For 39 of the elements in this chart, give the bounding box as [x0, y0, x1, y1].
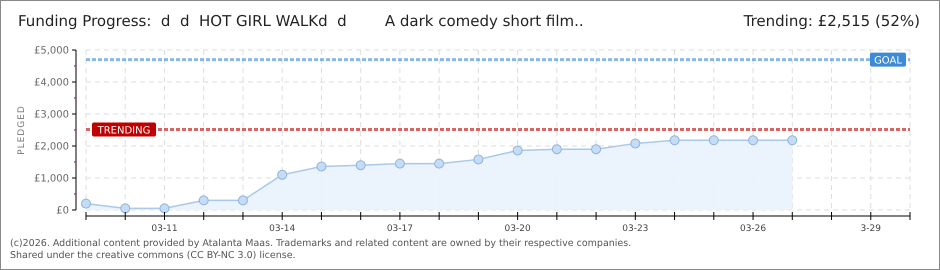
y-tick-label: £0 — [56, 206, 69, 216]
x-tick-label: 03-26 — [740, 224, 766, 234]
y-tick-label: £4,000 — [34, 78, 69, 88]
point — [708, 135, 719, 146]
y-tick-label: £3,000 — [34, 110, 69, 120]
x-tick-label: 3-29 — [860, 224, 882, 234]
x-tick-label: 03-23 — [622, 224, 648, 234]
y-tick-label: £5,000 — [34, 46, 69, 56]
point — [434, 158, 444, 169]
point — [630, 138, 640, 148]
point — [159, 203, 170, 214]
ref-line-label: TRENDING — [96, 126, 150, 137]
point — [748, 135, 758, 146]
y-tick-label: £1,000 — [34, 174, 69, 184]
point — [120, 203, 130, 214]
x-tick-label: 03-11 — [151, 224, 178, 234]
point — [552, 144, 562, 154]
y-tick-label: £2,000 — [34, 142, 69, 152]
x-tick-label: 03-14 — [269, 224, 296, 234]
point — [787, 135, 798, 146]
point — [316, 161, 326, 172]
point — [473, 154, 484, 164]
point — [591, 144, 602, 154]
point — [81, 198, 91, 209]
y-axis-title: PLEDGED — [17, 105, 27, 155]
point — [198, 195, 209, 206]
point — [238, 195, 248, 206]
point — [356, 160, 366, 170]
text: Shared under the creative commons (CC BY-NC 3.0) license. — [10, 250, 296, 261]
point — [277, 170, 288, 180]
point — [670, 135, 680, 146]
ref-line-label: GOAL — [874, 56, 902, 67]
chart-title: Funding Progress: d d HOT GIRL WALKd d A dark comedy short film.. — [18, 12, 584, 30]
point — [394, 158, 405, 169]
point — [512, 145, 523, 156]
x-tick-label: 03-17 — [386, 224, 413, 234]
text: (c)2026. Additional content provided by Atalanta Maas. Trademarks and related content are owned by their respective companies. — [10, 238, 632, 249]
x-tick-label: 03-20 — [504, 224, 531, 234]
chart-subtitle: Trending: £2,515 (52%) — [742, 12, 920, 30]
